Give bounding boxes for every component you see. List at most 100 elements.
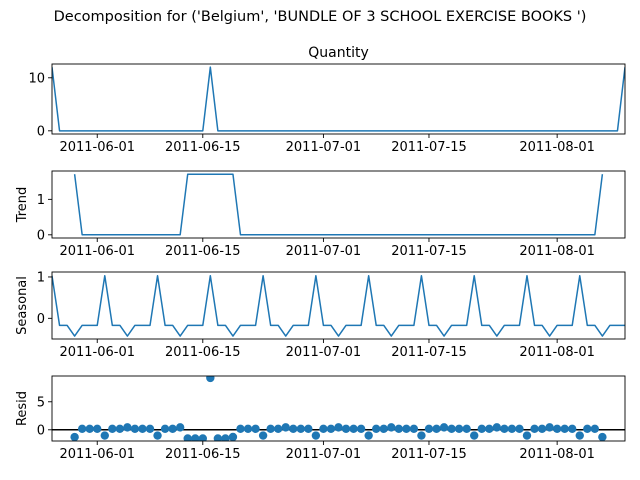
resid-point xyxy=(160,424,170,434)
resid-points xyxy=(70,376,607,441)
resid-point xyxy=(70,432,79,441)
seasonal-series-line xyxy=(52,274,625,337)
resid-point xyxy=(575,431,584,440)
resid-point xyxy=(515,424,524,434)
quantity-xtick-label: 2011-06-01 xyxy=(59,140,135,155)
resid-axes-frame xyxy=(51,375,626,442)
resid-point xyxy=(334,423,343,432)
resid-point xyxy=(417,431,426,440)
resid-point xyxy=(545,423,554,432)
resid-point xyxy=(372,424,381,434)
resid-point xyxy=(243,424,253,434)
resid-point xyxy=(251,424,260,434)
resid-point xyxy=(168,424,177,434)
resid-point xyxy=(228,432,238,441)
quantity-series-line xyxy=(52,66,625,132)
resid-xtick-label: 2011-06-15 xyxy=(165,447,241,462)
resid-ylabel: Resid xyxy=(15,391,30,426)
resid-point xyxy=(349,424,358,434)
trend-xtick-label: 2011-06-01 xyxy=(59,244,135,259)
resid-point xyxy=(477,424,486,434)
resid-point xyxy=(598,432,607,441)
resid-point xyxy=(387,423,396,432)
quantity-title: Quantity xyxy=(308,45,369,61)
resid-point xyxy=(266,424,275,434)
resid-point xyxy=(77,424,87,434)
trend-ytick-label: 1 xyxy=(37,193,45,208)
seasonal-xtick-label: 2011-06-15 xyxy=(165,345,241,360)
resid-point xyxy=(341,424,351,434)
trend-xtick-label: 2011-08-01 xyxy=(519,244,595,259)
resid-xtick-label: 2011-06-01 xyxy=(59,447,135,462)
resid-point xyxy=(191,434,200,441)
seasonal-ytick-label: 1 xyxy=(37,270,45,285)
resid-point xyxy=(409,424,419,434)
resid-xtick-label: 2011-07-01 xyxy=(286,447,362,462)
trend-axes-frame xyxy=(51,170,626,239)
resid-point xyxy=(424,424,434,434)
resid-point xyxy=(462,424,471,434)
resid-point xyxy=(552,424,562,434)
quantity-axes-frame xyxy=(51,63,626,135)
resid-point xyxy=(379,424,388,434)
resid-point xyxy=(522,431,532,440)
resid-point xyxy=(394,424,404,434)
resid-point xyxy=(206,376,215,383)
resid-point xyxy=(356,424,366,434)
resid-point xyxy=(492,423,502,432)
seasonal-ylabel: Seasonal xyxy=(15,276,30,335)
trend-panel: 2011-06-01 2011-06-15 2011-07-01 2011-07-15… xyxy=(15,170,626,259)
resid-point xyxy=(130,424,140,434)
resid-point xyxy=(213,434,223,441)
resid-point xyxy=(153,431,162,440)
trend-xtick-label: 2011-07-01 xyxy=(286,244,362,259)
resid-point xyxy=(108,424,117,434)
trend-ytick-label: 0 xyxy=(37,228,45,243)
trend-ylabel: Trend xyxy=(15,187,30,224)
resid-point xyxy=(530,424,539,434)
seasonal-axes-frame xyxy=(51,271,626,340)
resid-point xyxy=(432,424,441,434)
seasonal-xtick-label: 2011-07-15 xyxy=(391,345,467,360)
resid-point xyxy=(560,424,569,434)
resid-point xyxy=(454,424,464,434)
resid-point xyxy=(93,424,102,434)
resid-point xyxy=(439,423,449,432)
quantity-ytick-label: 0 xyxy=(37,124,45,139)
quantity-ytick-label: 10 xyxy=(28,71,45,86)
quantity-xtick-label: 2011-08-01 xyxy=(519,140,595,155)
resid-point xyxy=(590,424,600,434)
seasonal-panel: 2011-06-01 2011-06-15 2011-07-01 2011-07-15… xyxy=(15,270,626,360)
resid-point xyxy=(221,434,230,441)
resid-point xyxy=(447,424,456,434)
resid-point xyxy=(183,434,192,441)
resid-point xyxy=(175,423,185,432)
resid-point xyxy=(319,424,328,434)
resid-point xyxy=(289,424,298,434)
resid-point xyxy=(145,424,155,434)
resid-point xyxy=(364,431,373,440)
resid-point xyxy=(273,424,283,434)
resid-point xyxy=(537,424,547,434)
trend-xtick-label: 2011-07-15 xyxy=(391,244,467,259)
resid-xtick-label: 2011-07-15 xyxy=(391,447,467,462)
resid-point xyxy=(296,424,305,434)
resid-point xyxy=(583,424,592,434)
resid-point xyxy=(311,431,321,440)
resid-point xyxy=(100,431,109,440)
resid-point xyxy=(123,423,132,432)
resid-point xyxy=(85,424,94,434)
resid-point xyxy=(115,424,125,434)
quantity-xtick-label: 2011-07-15 xyxy=(391,140,467,155)
panels-group: 2011-06-01 2011-06-15 2011-07-01 2011-07-15… xyxy=(15,45,626,462)
resid-point xyxy=(326,424,336,434)
resid-point xyxy=(470,431,479,440)
quantity-panel: 2011-06-01 2011-06-15 2011-07-01 2011-07-15… xyxy=(28,45,626,155)
seasonal-xtick-label: 2011-06-01 xyxy=(59,345,135,360)
resid-point xyxy=(138,424,147,434)
resid-panel: 2011-06-01 2011-06-15 2011-07-01 2011-07-15… xyxy=(15,375,626,462)
seasonal-xtick-label: 2011-07-01 xyxy=(286,345,362,360)
resid-point xyxy=(500,424,509,434)
